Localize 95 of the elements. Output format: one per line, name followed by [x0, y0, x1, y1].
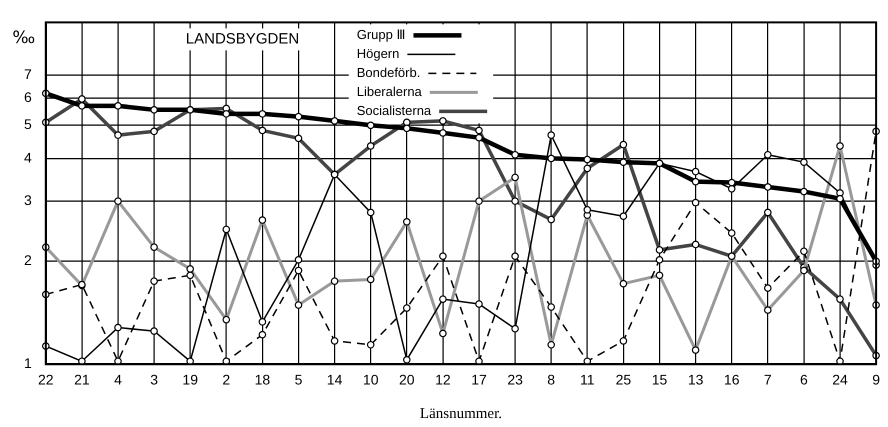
- x-tick-label: 4: [114, 371, 122, 388]
- legend-label: Högern: [356, 46, 400, 61]
- point: [78, 102, 86, 110]
- point: [728, 229, 736, 237]
- point: [728, 184, 736, 193]
- point: [511, 252, 519, 260]
- text: LANDSBYGDEN: [186, 30, 300, 48]
- x-tick-label: 3: [150, 371, 158, 388]
- point: [511, 150, 519, 159]
- point: [150, 277, 158, 285]
- point: [222, 110, 230, 118]
- point: [294, 266, 302, 274]
- legend-label: Socialisterna: [356, 102, 432, 118]
- point: [584, 156, 592, 164]
- x-tick-label: 2: [222, 371, 230, 388]
- point: [764, 183, 772, 191]
- point: [258, 110, 266, 118]
- x-tick-label: 12: [435, 371, 451, 388]
- point: [620, 337, 628, 345]
- point: [366, 208, 374, 216]
- x-tick-label: 7: [764, 371, 772, 388]
- point: [584, 206, 592, 214]
- legend-label: Bondeförb.: [356, 64, 420, 80]
- point: [258, 330, 266, 338]
- point: [547, 303, 555, 311]
- point: [330, 337, 338, 345]
- point: [511, 324, 519, 333]
- point: [692, 198, 700, 206]
- point: [692, 168, 700, 176]
- point: [366, 121, 374, 130]
- x-tick-label: 6: [800, 371, 808, 388]
- point: [475, 134, 483, 142]
- point: [330, 117, 338, 125]
- point: [222, 357, 230, 364]
- point: [800, 158, 808, 166]
- x-tick-label: 11: [580, 371, 595, 388]
- x-tick-label: 22: [38, 371, 54, 388]
- point: [294, 112, 302, 120]
- y-tick-label: 4: [24, 149, 32, 166]
- point: [186, 272, 194, 280]
- point: [620, 212, 628, 220]
- point: [475, 300, 483, 308]
- point: [186, 357, 194, 364]
- x-tick-label: 8: [547, 371, 556, 388]
- x-tick-label: 15: [652, 371, 668, 388]
- point: [584, 357, 592, 364]
- x-tick-label: 10: [362, 371, 379, 388]
- point: [366, 340, 374, 349]
- y-tick-label: 7: [24, 66, 32, 82]
- point: [764, 284, 772, 292]
- y-tick-label: 5: [24, 116, 32, 132]
- point: [728, 178, 736, 186]
- point: [620, 158, 628, 166]
- x-axis-title: Länsnummer.: [420, 406, 502, 422]
- point: [547, 131, 555, 139]
- point: [800, 188, 808, 196]
- point: [402, 304, 411, 312]
- point: [439, 129, 447, 137]
- x-tick-label: 5: [294, 371, 303, 388]
- y-tick-label: 1: [24, 355, 32, 372]
- point: [258, 318, 266, 326]
- x-tick-label: 19: [182, 371, 198, 388]
- x-tick-label: 18: [254, 371, 270, 388]
- point: [764, 150, 772, 159]
- y-tick-label: 6: [24, 89, 32, 106]
- y-tick-label: 3: [24, 192, 32, 208]
- point: [656, 256, 664, 264]
- x-tick-label: 23: [507, 371, 524, 388]
- x-tick-label: 20: [399, 371, 415, 388]
- x-tick-label: 9: [872, 371, 880, 388]
- point: [294, 256, 302, 264]
- point: [222, 226, 230, 234]
- legend-label: Grupp Ⅲ: [356, 26, 406, 42]
- y-tick-label: 2: [24, 252, 32, 268]
- x-tick-label: 14: [326, 371, 343, 388]
- point: [402, 356, 411, 364]
- y-axis-title: ‰: [12, 28, 36, 48]
- point: [439, 252, 447, 260]
- x-tick-label: 25: [616, 371, 632, 388]
- x-tick-label: 13: [688, 371, 704, 388]
- point: [402, 124, 411, 132]
- point: [800, 247, 808, 256]
- point: [439, 295, 447, 303]
- x-tick-label: 21: [74, 371, 90, 388]
- point: [114, 102, 122, 110]
- x-tick-label: 24: [832, 371, 848, 388]
- point: [114, 324, 122, 332]
- point: [150, 106, 158, 114]
- x-tick-label: 17: [471, 371, 487, 388]
- x-tick-label: 16: [724, 371, 740, 388]
- legend-label: Liberalerna: [356, 84, 423, 99]
- point: [836, 194, 844, 202]
- point: [692, 178, 700, 186]
- point: [150, 327, 158, 335]
- point: [547, 154, 555, 162]
